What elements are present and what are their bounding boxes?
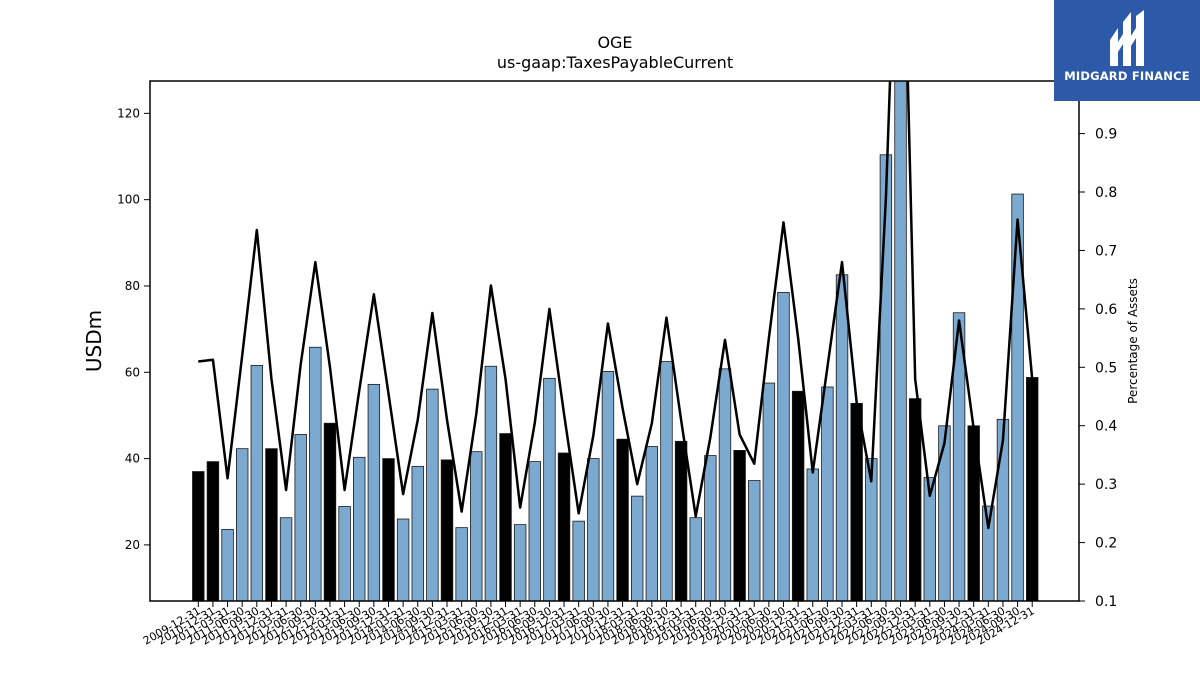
bar [616, 438, 629, 602]
chart-title: OGE [597, 33, 632, 52]
bar [689, 517, 702, 602]
bar [821, 386, 834, 602]
y2-tick-label: 0.2 [1095, 536, 1117, 552]
y2-tick-label: 0.3 [1095, 477, 1117, 493]
y-axis: 20 40 60 80 100 120 [117, 106, 150, 552]
bar [221, 528, 234, 602]
bar [572, 520, 585, 602]
bar [528, 461, 541, 602]
bar [309, 346, 322, 602]
bar [396, 518, 410, 602]
bar [806, 468, 819, 602]
y2-tick-label: 0.8 [1095, 185, 1117, 201]
bar [323, 422, 337, 602]
x-axis: 2009-12-312010-12-312011-03-312011-06-30… [141, 601, 1037, 648]
y-axis-label: USDm [82, 310, 106, 372]
logo-text: MIDGARD FINANCE [1064, 69, 1190, 83]
bar [265, 448, 278, 602]
bar [660, 361, 673, 602]
bar [294, 434, 307, 602]
bar [645, 446, 659, 602]
bar [674, 440, 688, 602]
bar [411, 465, 424, 602]
bar [601, 371, 615, 602]
chart-subtitle: us-gaap:TaxesPayableCurrent [497, 53, 733, 72]
bar [850, 402, 863, 602]
bar [192, 471, 205, 602]
bar [587, 458, 600, 602]
bar [279, 517, 293, 602]
y2-tick-label: 0.4 [1095, 419, 1117, 435]
bar [733, 449, 746, 602]
bar [894, 80, 907, 602]
plot-frame [149, 80, 1080, 602]
bar [338, 506, 351, 602]
y2-axis: 0.1 0.2 0.3 0.4 0.5 0.6 0.7 0.8 0.9 [1079, 127, 1117, 610]
bar [455, 527, 468, 602]
bar [513, 524, 527, 602]
logo: MIDGARD FINANCE [1054, 0, 1200, 101]
y-tick-label: 40 [125, 452, 140, 466]
bar [499, 433, 512, 602]
bar [206, 461, 220, 602]
bar [938, 425, 951, 602]
y2-tick-label: 0.5 [1095, 360, 1117, 376]
bar [440, 459, 454, 602]
bar [426, 388, 439, 602]
y2-axis-label: Percentage of Assets [1126, 278, 1140, 404]
bar [762, 382, 776, 602]
bar [908, 398, 922, 602]
y2-tick-label: 0.6 [1095, 302, 1117, 318]
bar [704, 455, 717, 602]
bar [250, 364, 264, 602]
y-tick-label: 120 [117, 106, 140, 120]
y-tick-label: 80 [125, 279, 140, 293]
bar [748, 480, 761, 602]
bars [192, 80, 1039, 602]
bar [835, 274, 849, 602]
y-tick-label: 20 [125, 538, 140, 552]
bar [718, 368, 732, 602]
bar [777, 292, 790, 602]
bar [353, 456, 366, 602]
bar [631, 495, 644, 602]
bar [470, 451, 483, 602]
bar [543, 377, 556, 602]
y2-tick-label: 0.7 [1095, 243, 1117, 259]
bar [557, 452, 571, 602]
bar [235, 448, 249, 602]
y2-tick-label: 0.9 [1095, 127, 1117, 143]
y-tick-label: 100 [117, 193, 140, 207]
bar [484, 365, 498, 602]
bar [1026, 377, 1039, 602]
bar [367, 383, 381, 602]
y2-tick-label: 0.1 [1095, 594, 1117, 610]
bar [382, 458, 395, 602]
percentage-of-assets-line [198, 81, 1034, 530]
midgard-logo-icon [1110, 10, 1144, 66]
bar [791, 390, 805, 602]
y-tick-label: 60 [125, 365, 140, 379]
